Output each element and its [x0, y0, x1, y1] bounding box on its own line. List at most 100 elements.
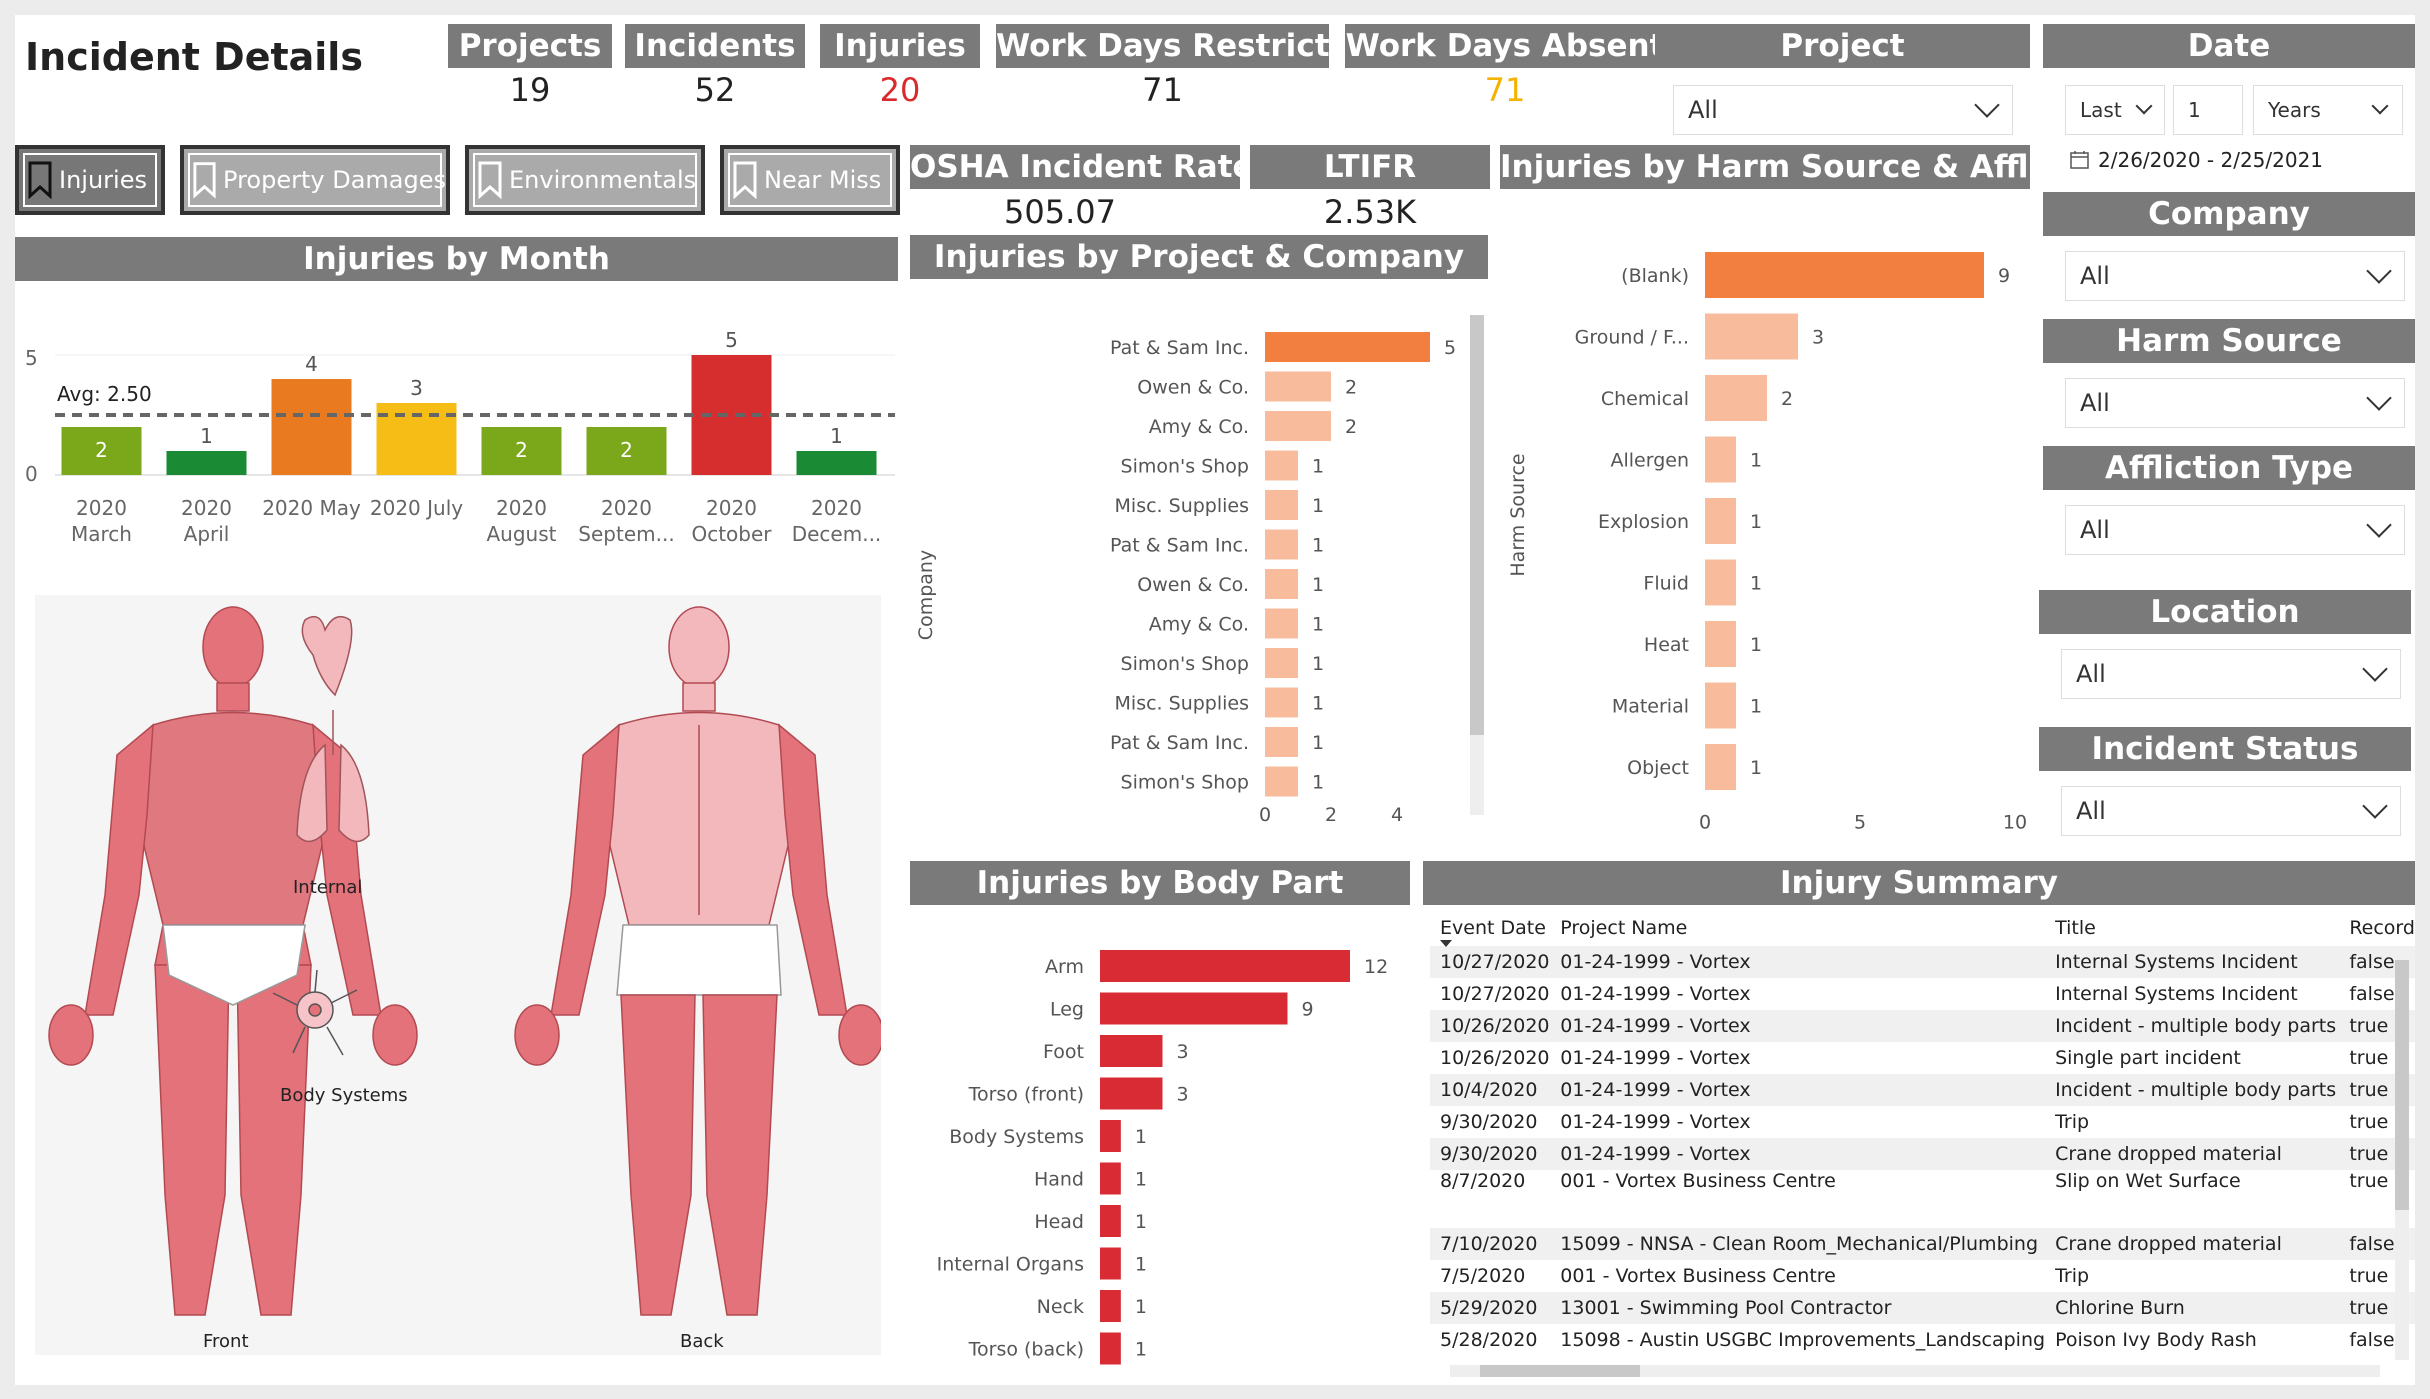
harm-value-label: 9	[1998, 265, 2010, 287]
project-bar[interactable]	[1265, 529, 1298, 560]
month-bar[interactable]	[166, 451, 247, 475]
tab-injuries[interactable]: Injuries	[15, 145, 165, 215]
harm-bar[interactable]	[1705, 498, 1736, 544]
table-row[interactable]: 5/29/2020 13001 - Swimming Pool Contracto…	[1430, 1292, 2415, 1324]
table-row[interactable]: 10/26/2020 01-24-1999 - Vortex Single part…	[1430, 1042, 2415, 1074]
body-part-bar[interactable]	[1100, 1120, 1121, 1152]
col-record[interactable]: Record	[2349, 917, 2415, 939]
table-row[interactable]: 10/27/2020 01-24-1999 - Vortex Internal Sy…	[1430, 978, 2415, 1010]
body-part-bar[interactable]	[1100, 1077, 1163, 1110]
page-title: Incident Details	[25, 35, 363, 79]
body-part-bar[interactable]	[1100, 1205, 1121, 1237]
affliction-dropdown[interactable]: All	[2065, 505, 2405, 555]
harm-bar[interactable]	[1705, 744, 1736, 790]
body-part-bar[interactable]	[1100, 1247, 1121, 1280]
company-dropdown[interactable]: All	[2065, 251, 2405, 301]
project-dropdown[interactable]: All	[1673, 85, 2013, 135]
harm-bar[interactable]	[1705, 375, 1767, 421]
project-bar[interactable]	[1265, 450, 1298, 481]
project-category-label: Simon's Shop	[1121, 456, 1249, 478]
project-value-label: 1	[1312, 535, 1324, 557]
harm-bar[interactable]	[1705, 682, 1736, 729]
project-bar[interactable]	[1265, 490, 1298, 520]
body-part-bar[interactable]	[1100, 1290, 1121, 1322]
body-front-figure[interactable]	[48, 606, 418, 1316]
table-row[interactable]: 7/10/2020 15099 - NNSA - Clean Room_Mecha…	[1430, 1228, 2415, 1260]
project-category-label: Amy & Co.	[1149, 614, 1249, 636]
date-unit-dropdown[interactable]: Years	[2253, 85, 2403, 135]
month-bar[interactable]	[796, 451, 877, 475]
table-row[interactable]: 10/4/2020 01-24-1999 - Vortex Incident - m…	[1430, 1074, 2415, 1106]
col-title[interactable]: Title	[2055, 917, 2096, 939]
harm-bar[interactable]	[1705, 252, 1984, 298]
project-category-label: Simon's Shop	[1121, 772, 1249, 794]
status-dropdown[interactable]: All	[2061, 786, 2401, 836]
col-project-name[interactable]: Project Name	[1560, 917, 1688, 939]
project-category-label: Amy & Co.	[1149, 416, 1249, 438]
harm-category-label: Allergen	[1610, 450, 1689, 472]
table-row[interactable]: 5/28/2020 15098 - Austin USGBC Improvemen…	[1430, 1324, 2415, 1356]
month-y-tick-bottom: 0	[25, 462, 38, 486]
project-bar[interactable]	[1265, 411, 1331, 441]
sort-desc-icon	[1440, 940, 1452, 947]
body-back-figure[interactable]	[514, 606, 884, 1316]
tab-environmentals[interactable]: Environmentals	[465, 145, 705, 215]
table-row[interactable]: 7/5/2020 001 - Vortex Business Centre Trip…	[1430, 1260, 2415, 1292]
tab-near-miss[interactable]: Near Miss	[720, 145, 900, 215]
project-value-label: 2	[1345, 377, 1357, 399]
month-bar[interactable]	[586, 427, 667, 475]
project-bar[interactable]	[1265, 332, 1430, 362]
body-part-category-label: Body Systems	[949, 1126, 1084, 1148]
company-dropdown-value: All	[2080, 262, 2110, 290]
location-dropdown[interactable]: All	[2061, 649, 2401, 699]
body-systems-icon[interactable]	[272, 969, 358, 1056]
kpi-projects-value: 19	[509, 71, 551, 109]
kpi-absent-header: Work Days Absent	[1345, 24, 1665, 68]
harm-bar[interactable]	[1705, 621, 1736, 667]
harm-x-tick: 10	[2003, 812, 2027, 834]
table-cell: 01-24-1999 - Vortex	[1550, 1010, 2046, 1042]
month-bar[interactable]	[481, 427, 562, 475]
table-row[interactable]: 10/26/2020 01-24-1999 - Vortex Incident - …	[1430, 1010, 2415, 1042]
harm-source-dropdown[interactable]: All	[2065, 378, 2405, 428]
project-bar[interactable]	[1265, 569, 1298, 599]
internal-organs-icon[interactable]	[296, 615, 370, 843]
project-bar[interactable]	[1265, 766, 1298, 797]
month-bar[interactable]	[271, 379, 352, 475]
harm-value-label: 1	[1750, 511, 1762, 533]
project-scrollbar-thumb[interactable]	[1470, 315, 1484, 735]
table-row[interactable]: 10/27/2020 01-24-1999 - Vortex Internal Sy…	[1430, 946, 2415, 978]
project-bar[interactable]	[1265, 727, 1298, 757]
col-event-date[interactable]: Event Date	[1440, 917, 1546, 939]
body-part-value-label: 1	[1135, 1126, 1147, 1148]
body-part-bar[interactable]	[1100, 1035, 1163, 1067]
harm-bar[interactable]	[1705, 436, 1736, 483]
table-cell: 8/7/2020	[1440, 1170, 1526, 1192]
date-mode-dropdown[interactable]: Last	[2065, 85, 2165, 135]
summary-vertical-scrollbar[interactable]	[2395, 960, 2409, 1360]
kpi-restricted-header: Work Days Restricted	[996, 24, 1329, 68]
body-part-bar[interactable]	[1100, 1332, 1121, 1365]
tab-property-damages[interactable]: Property Damages	[180, 145, 450, 215]
project-x-tick: 0	[1259, 804, 1271, 826]
project-dropdown-value: All	[1688, 96, 1718, 124]
harm-category-label: Ground / F...	[1575, 327, 1689, 349]
harm-bar[interactable]	[1705, 313, 1798, 360]
table-row[interactable]: 9/30/2020 01-24-1999 - Vortex Trip true	[1430, 1106, 2415, 1138]
harm-bar[interactable]	[1705, 559, 1736, 606]
harm-axis-label: Harm Source	[1507, 453, 1529, 576]
project-bar[interactable]	[1265, 648, 1298, 678]
table-row[interactable]: 9/30/2020 01-24-1999 - Vortex Crane droppe…	[1430, 1138, 2415, 1170]
date-count-input[interactable]: 1	[2173, 85, 2243, 135]
summary-horizontal-scrollbar[interactable]	[1450, 1365, 2380, 1377]
table-row[interactable]: 8/7/2020 001 - Vortex Business Centre Slip…	[1430, 1170, 2415, 1228]
month-bar[interactable]	[61, 427, 142, 475]
body-part-bar[interactable]	[1100, 992, 1288, 1025]
tab-property-damages-label: Property Damages	[223, 166, 446, 194]
project-bar[interactable]	[1265, 608, 1298, 639]
body-part-bar[interactable]	[1100, 1162, 1121, 1195]
project-chart: Company Pat & Sam Inc. 5 Owen & Co. 2 Amy & …	[915, 315, 1484, 826]
body-part-bar[interactable]	[1100, 950, 1350, 982]
project-bar[interactable]	[1265, 687, 1298, 718]
project-bar[interactable]	[1265, 371, 1331, 402]
